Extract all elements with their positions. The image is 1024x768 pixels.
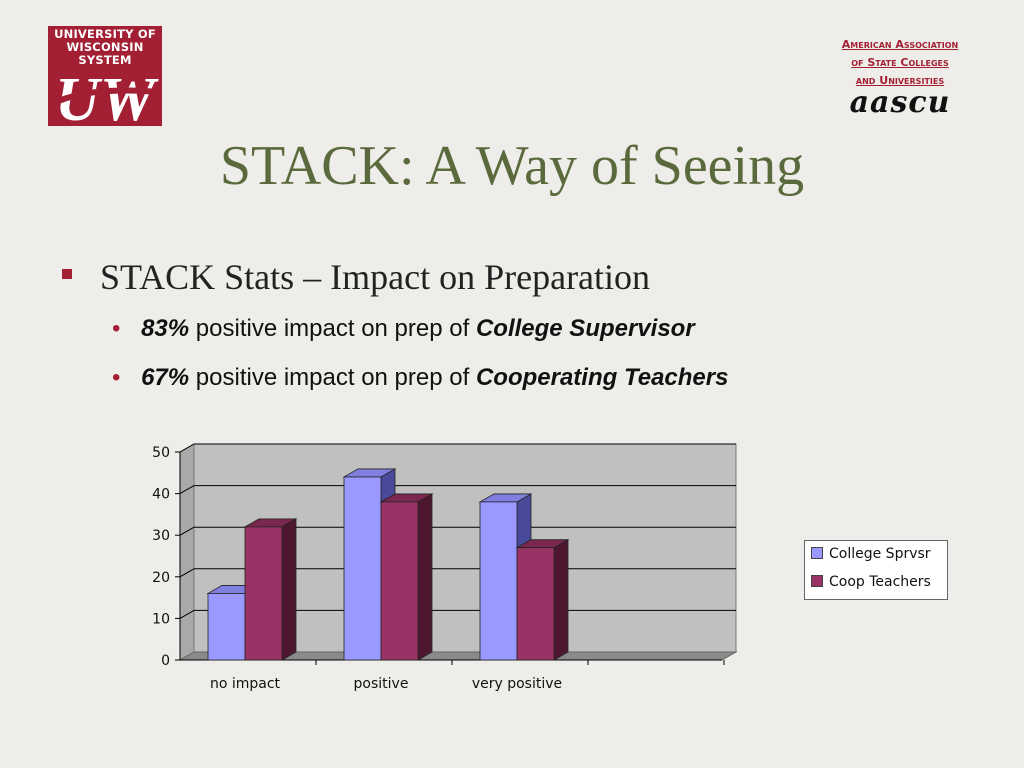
uw-logo-text: UNIVERSITY OF WISCONSIN SYSTEM (54, 27, 156, 67)
gridline-diag (179, 443, 195, 453)
bar (516, 547, 555, 661)
y-tick-label: 20 (152, 570, 170, 586)
sub-bullet-2-value: 67% (141, 364, 190, 391)
sub-bullet-1-subject: College Supervisor (475, 315, 695, 342)
gridline-diag (179, 609, 195, 619)
gridline-diag (179, 568, 195, 578)
plot-side-wall (179, 443, 195, 661)
main-bullet-text: STACK Stats – Impact on Preparation (100, 257, 651, 297)
aascu-mark: aascu (849, 85, 951, 120)
square-bullet-icon (62, 269, 72, 279)
aascu-line-2: of State Colleges (851, 56, 949, 69)
bar (207, 593, 246, 661)
legend-item-2: Coop Teachers (811, 573, 931, 591)
legend-item-1: College Sprvsr (811, 545, 931, 563)
slide-title: STACK: A Way of Seeing (219, 135, 805, 197)
y-tick-label: 0 (161, 653, 170, 669)
bar (343, 476, 382, 661)
sub-bullet-1-text: positive impact on prep of (195, 315, 470, 342)
bar-side (417, 493, 433, 661)
uw-system-logo: UNIVERSITY OF WISCONSIN SYSTEM UW (48, 26, 162, 126)
x-tick-label: very positive (472, 676, 562, 692)
bar-side (553, 538, 569, 661)
gridline-diag (179, 485, 195, 495)
y-tick-label: 30 (152, 528, 170, 544)
legend-label-1: College Sprvsr (829, 546, 931, 562)
y-tick-label: 50 (152, 445, 170, 461)
sub-bullet-1: • 83% positive impact on prep of College… (112, 315, 695, 343)
x-tick-label: no impact (210, 676, 281, 692)
sub-bullet-2-subject: Cooperating Teachers (475, 364, 729, 391)
dot-bullet-icon: • (112, 364, 121, 391)
y-tick-label: 10 (152, 611, 170, 627)
bar (479, 501, 518, 661)
bar-side (281, 518, 297, 661)
sub-bullet-2: • 67% positive impact on prep of Coopera… (112, 364, 728, 392)
gridline-diag (179, 526, 195, 536)
chart-legend: College Sprvsr Coop Teachers (804, 540, 948, 600)
aascu-line-3: and Universities (855, 74, 945, 87)
sub-bullet-2-text: positive impact on prep of (195, 364, 470, 391)
aascu-line-1: American Association (841, 38, 959, 51)
bar (380, 501, 419, 661)
uw-mark-icon: UW (50, 66, 159, 126)
sub-bullet-1-value: 83% (141, 315, 190, 342)
bar (244, 526, 283, 661)
legend-label-2: Coop Teachers (829, 574, 931, 590)
y-tick-label: 40 (152, 487, 170, 503)
aascu-logo: American Association of State Colleges a… (820, 36, 980, 118)
legend-swatch-2 (811, 575, 823, 587)
x-tick-label: positive (354, 676, 409, 692)
dot-bullet-icon: • (112, 315, 121, 342)
legend-swatch-1 (811, 547, 823, 559)
